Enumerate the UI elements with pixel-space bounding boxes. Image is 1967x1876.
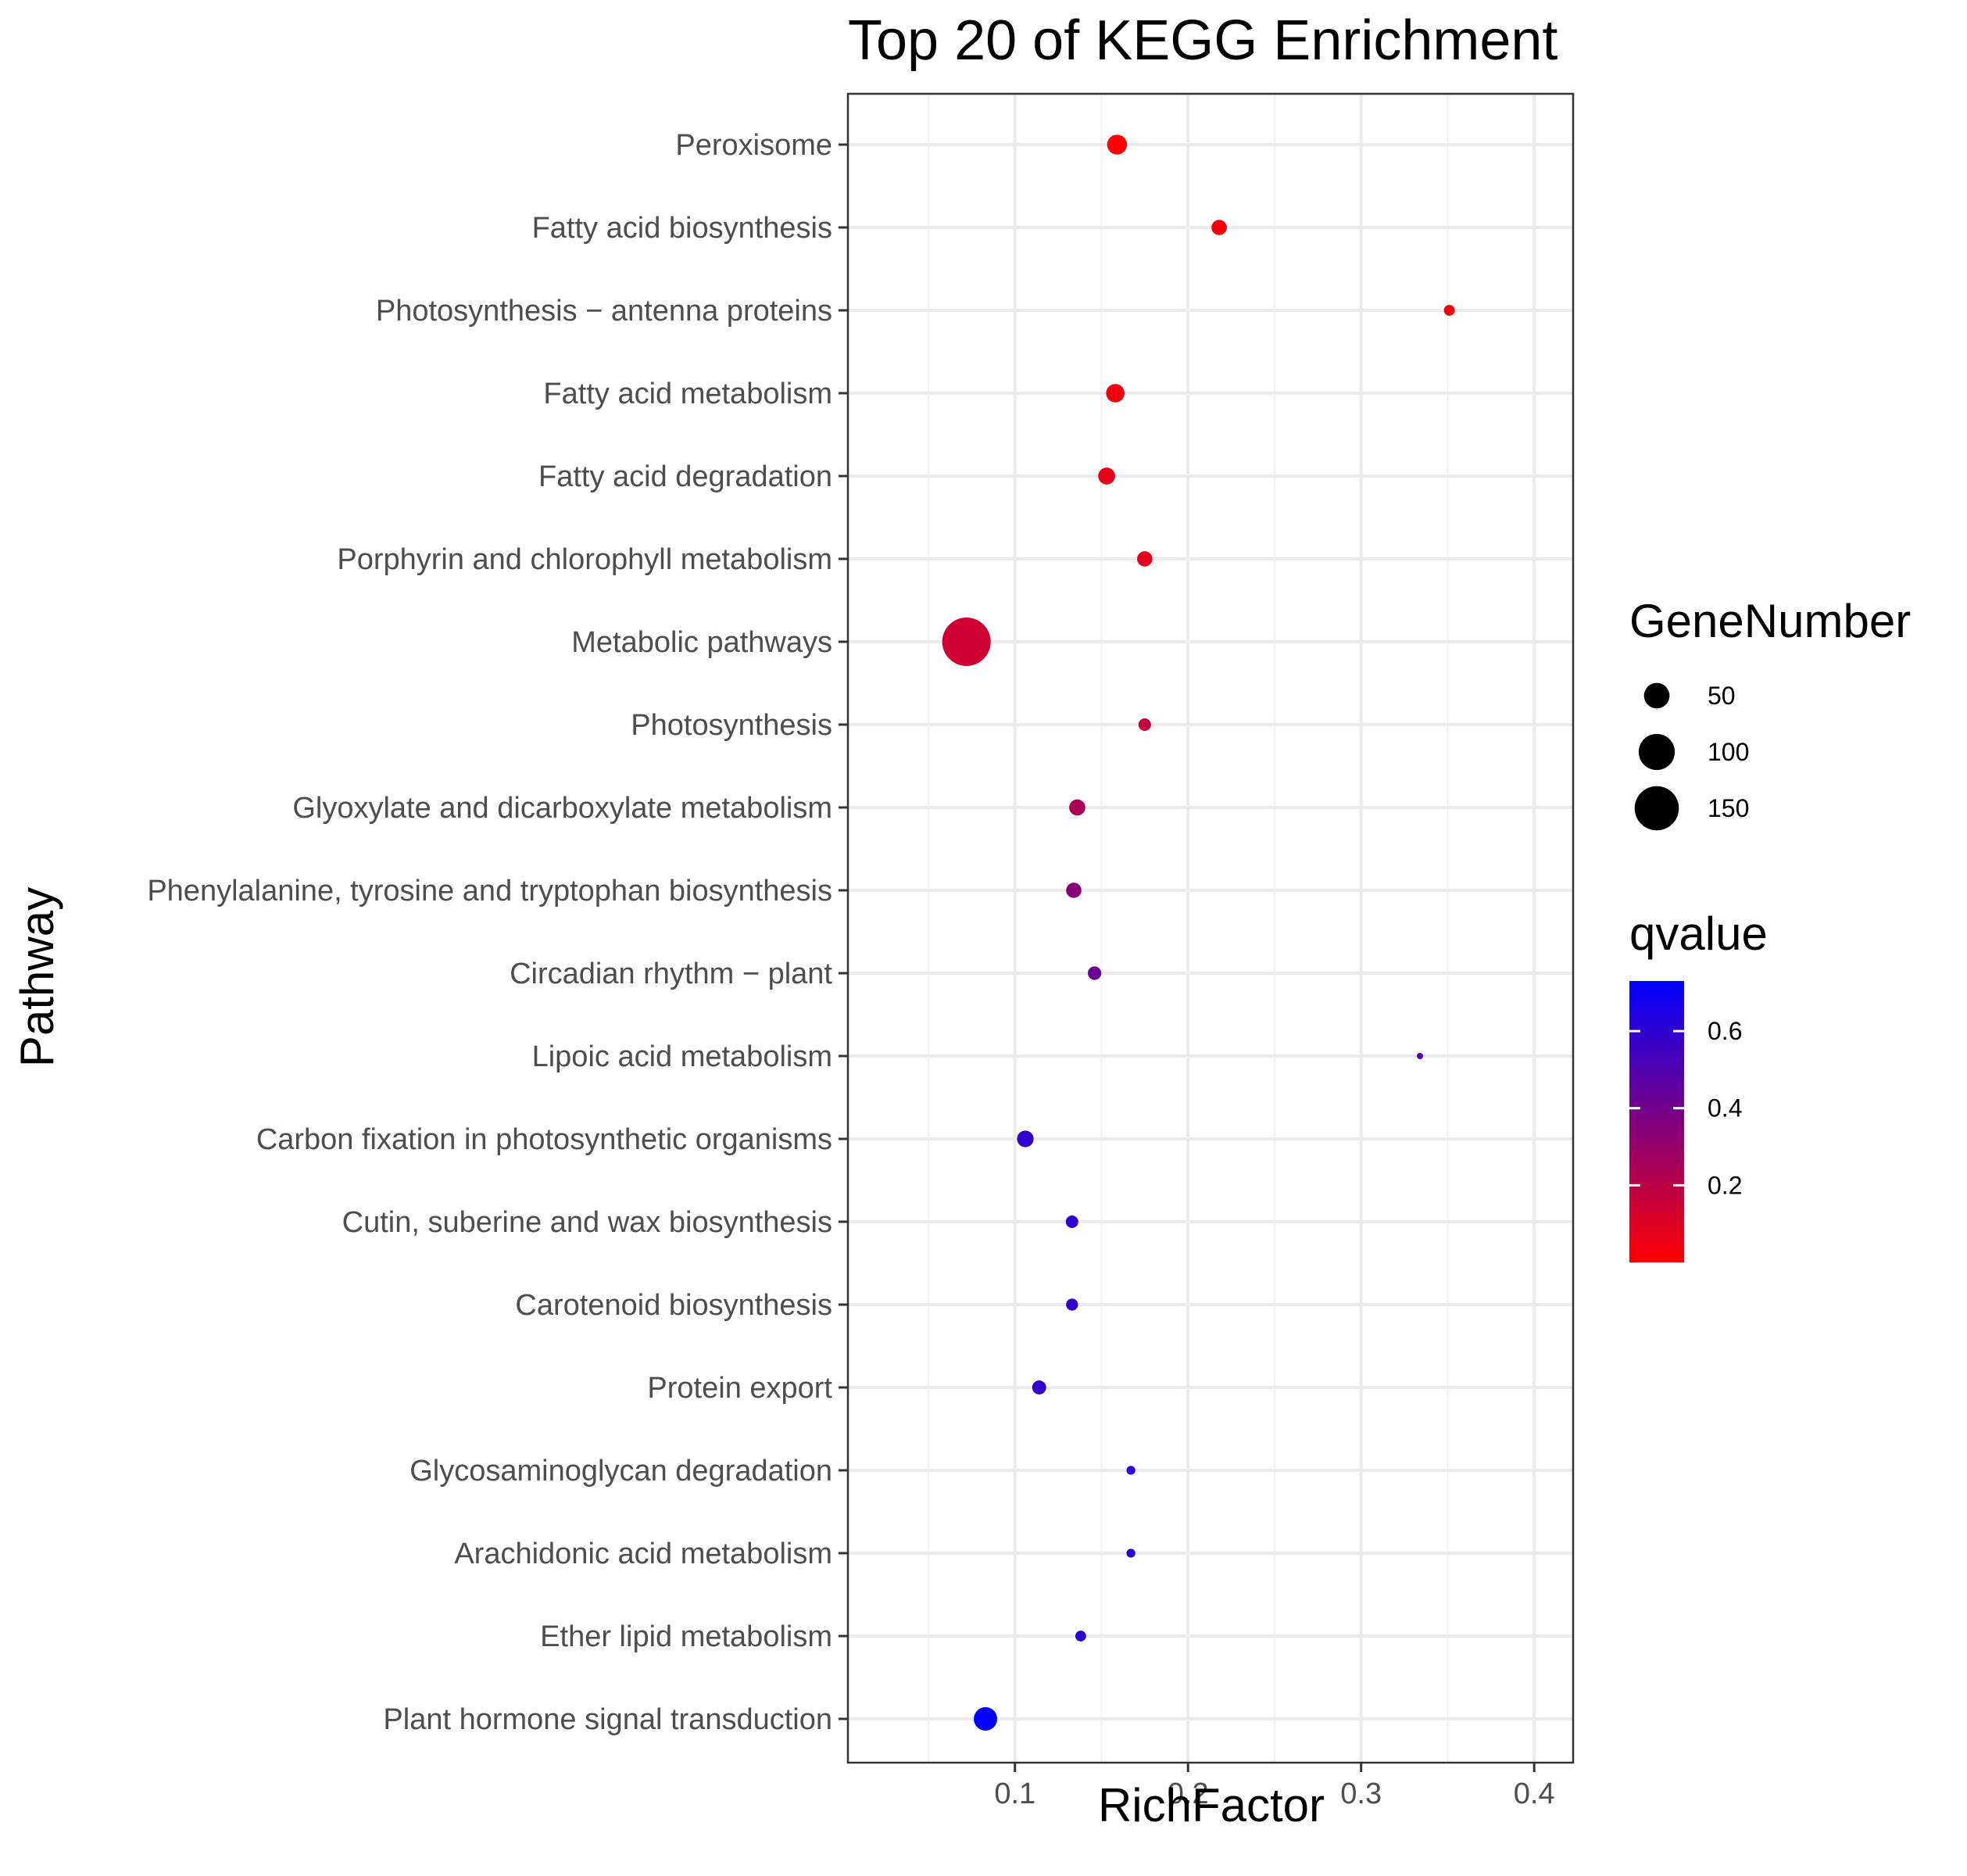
data-point	[1075, 1631, 1086, 1642]
legend-size-key	[1638, 733, 1676, 771]
y-tick-label: Fatty acid biosynthesis	[532, 212, 832, 245]
y-tick-label: Carbon fixation in photosynthetic organi…	[256, 1123, 832, 1156]
y-tick-label: Circadian rhythm − plant	[510, 958, 832, 990]
y-tick-label: Protein export	[647, 1372, 832, 1405]
y-tick-label: Metabolic pathways	[571, 626, 832, 659]
x-tick-label: 0.3	[1340, 1778, 1382, 1810]
y-tick-label: Cutin, suberine and wax biosynthesis	[342, 1206, 832, 1239]
y-tick-label: Fatty acid metabolism	[543, 378, 832, 410]
y-tick-label: Arachidonic acid metabolism	[454, 1538, 832, 1570]
chart-title: Top 20 of KEGG Enrichment	[848, 9, 1558, 72]
legend-gene-number: GeneNumber 50 100 150	[1629, 595, 1911, 831]
legend-size-title: GeneNumber	[1629, 595, 1911, 647]
legend-size-label: 50	[1708, 682, 1736, 710]
data-point	[1066, 883, 1082, 898]
y-tick-label: Fatty acid degradation	[538, 460, 832, 493]
x-tick-label: 0.1	[994, 1778, 1035, 1810]
data-point	[1066, 1298, 1078, 1311]
y-tick-label: Carotenoid biosynthesis	[515, 1289, 832, 1322]
y-tick-label: Phenylalanine, tyrosine and tryptophan b…	[147, 875, 832, 908]
data-point	[1211, 220, 1227, 235]
y-tick-label: Photosynthesis − antenna proteins	[376, 295, 832, 328]
y-axis: Peroxisome Fatty acid biosynthesis Photosy…	[147, 129, 848, 1736]
data-point	[1032, 1380, 1046, 1394]
data-points	[942, 134, 1455, 1731]
legend-size-key	[1643, 682, 1670, 709]
data-point	[1443, 305, 1455, 316]
x-tick-label: 0.2	[1168, 1778, 1209, 1810]
legend-color-title: qvalue	[1629, 908, 1768, 960]
data-point	[974, 1707, 998, 1731]
data-point	[1416, 1052, 1423, 1060]
data-point	[1069, 799, 1085, 816]
x-axis-title: RichFactor	[1098, 1779, 1325, 1831]
legend-color-label: 0.4	[1708, 1094, 1742, 1122]
y-tick-label: Ether lipid metabolism	[540, 1620, 832, 1653]
data-point	[1065, 1215, 1078, 1229]
y-tick-label: Porphyrin and chlorophyll metabolism	[337, 543, 832, 576]
y-tick-label: Plant hormone signal transduction	[383, 1703, 832, 1736]
data-point	[1087, 966, 1102, 980]
legend-color-label: 0.6	[1708, 1017, 1742, 1045]
qvalue-colorbar	[1629, 981, 1684, 1262]
legend-size-key	[1634, 786, 1679, 831]
plot-panel	[846, 92, 1575, 1764]
legend-qvalue: qvalue 0.2 0.4 0.6	[1629, 908, 1768, 1262]
y-tick-label: Glycosaminoglycan degradation	[409, 1455, 832, 1488]
data-point	[1106, 384, 1125, 403]
data-point	[1126, 1548, 1135, 1558]
y-tick-label: Lipoic acid metabolism	[532, 1040, 832, 1073]
data-point	[1107, 134, 1128, 155]
y-axis-title: Pathway	[11, 887, 63, 1067]
legend-size-label: 100	[1708, 738, 1749, 766]
legend-color-label: 0.2	[1708, 1171, 1742, 1199]
y-tick-label: Glyoxylate and dicarboxylate metabolism	[292, 792, 832, 825]
x-tick-label: 0.4	[1514, 1778, 1555, 1810]
y-tick-label: Peroxisome	[675, 129, 832, 162]
data-point	[1126, 1466, 1135, 1475]
grid-lines	[848, 94, 1573, 1763]
data-point	[1098, 467, 1115, 485]
data-point	[1138, 718, 1151, 732]
data-point	[1017, 1130, 1034, 1147]
legend-size-label: 150	[1708, 794, 1749, 822]
y-tick-label: Photosynthesis	[631, 709, 832, 742]
data-point	[942, 618, 991, 666]
x-axis: 0.1 0.2 0.3 0.4	[994, 1763, 1555, 1810]
data-point	[1137, 551, 1153, 567]
